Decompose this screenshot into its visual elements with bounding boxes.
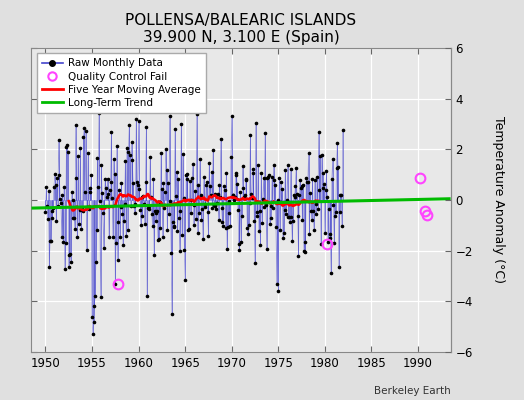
Title: POLLENSA/BALEARIC ISLANDS
39.900 N, 3.100 E (Spain): POLLENSA/BALEARIC ISLANDS 39.900 N, 3.10… (125, 13, 357, 46)
Text: Berkeley Earth: Berkeley Earth (374, 386, 451, 396)
Legend: Raw Monthly Data, Quality Control Fail, Five Year Moving Average, Long-Term Tren: Raw Monthly Data, Quality Control Fail, … (37, 53, 206, 113)
Y-axis label: Temperature Anomaly (°C): Temperature Anomaly (°C) (493, 116, 505, 284)
